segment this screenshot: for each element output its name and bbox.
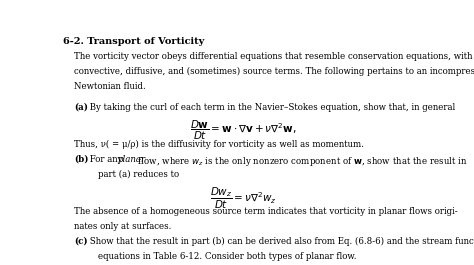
Text: (c): (c) [74, 237, 88, 246]
Text: (a): (a) [74, 103, 88, 112]
Text: flow, where $w_z$ is the only nonzero component of $\mathbf{w}$, show that the r: flow, where $w_z$ is the only nonzero co… [135, 155, 467, 168]
Text: The absence of a homogeneous source term indicates that vorticity in planar flow: The absence of a homogeneous source term… [74, 207, 457, 216]
Text: $\dfrac{D\mathbf{w}}{Dt} = \mathbf{w} \cdot \nabla \mathbf{v} + \nu \nabla^2 \ma: $\dfrac{D\mathbf{w}}{Dt} = \mathbf{w} \c… [190, 119, 296, 142]
Text: convective, diffusive, and (sometimes) source terms. The following pertains to a: convective, diffusive, and (sometimes) s… [74, 67, 474, 76]
Text: Thus, ν( = μ/ρ) is the diffusivity for vorticity as well as momentum.: Thus, ν( = μ/ρ) is the diffusivity for v… [74, 140, 364, 149]
Text: By taking the curl of each term in the Navier–Stokes equation, show that, in gen: By taking the curl of each term in the N… [87, 103, 455, 112]
Text: 6-2. Transport of Vorticity: 6-2. Transport of Vorticity [63, 37, 204, 46]
Text: planar: planar [117, 155, 146, 164]
Text: For any: For any [87, 155, 125, 164]
Text: $\dfrac{Dw_z}{Dt} = \nu \nabla^2 w_z$: $\dfrac{Dw_z}{Dt} = \nu \nabla^2 w_z$ [210, 186, 276, 211]
Text: nates only at surfaces.: nates only at surfaces. [74, 222, 171, 231]
Text: (b): (b) [74, 155, 89, 164]
Text: part (a) reduces to: part (a) reduces to [98, 170, 179, 179]
Text: The vorticity vector obeys differential equations that resemble conservation equ: The vorticity vector obeys differential … [74, 52, 473, 61]
Text: equations in Table 6-12. Consider both types of planar flow.: equations in Table 6-12. Consider both t… [98, 251, 356, 260]
Text: Newtonian fluid.: Newtonian fluid. [74, 82, 146, 91]
Text: Show that the result in part (b) can be derived also from Eq. (6.8-6) and the st: Show that the result in part (b) can be … [87, 237, 474, 246]
